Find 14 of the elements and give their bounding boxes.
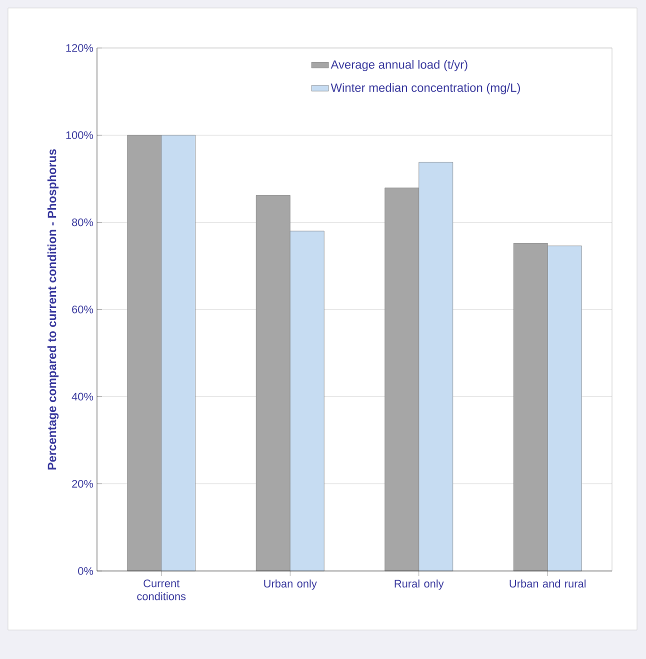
x-tick-label: Urban and rural [510, 580, 586, 588]
y-tick-label: 0% [78, 567, 94, 575]
y-tick-label: 60% [72, 306, 94, 314]
y-tick-label: 120% [66, 44, 94, 52]
y-tick-label: 40% [72, 392, 94, 401]
x-tick-label: Urban only [264, 580, 317, 590]
x-tick-label: Rural only [394, 580, 444, 590]
legend-label: Average annual load (t/yr) [330, 60, 468, 72]
legend-label: Winter median concentration (mg/L) [330, 83, 520, 94]
y-tick-label: 80% [72, 218, 94, 226]
y-tick-label: 20% [72, 480, 94, 488]
y-tick-label: 100% [66, 131, 94, 140]
x-tick-label: Current conditions [137, 580, 186, 600]
y-axis-title: Percentage compared to current condition - Phosphorus [47, 149, 59, 470]
